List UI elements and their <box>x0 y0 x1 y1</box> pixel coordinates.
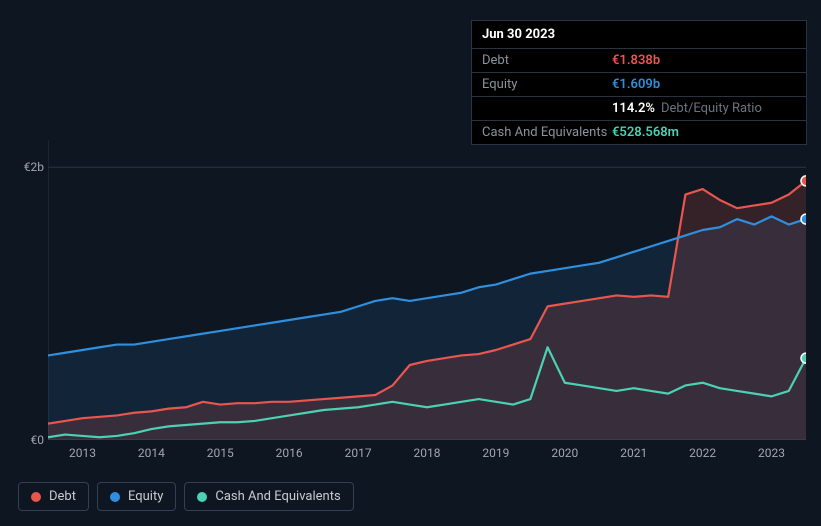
tooltip-date: Jun 30 2023 <box>472 21 806 49</box>
tooltip-label-cash: Cash And Equivalents <box>482 125 612 140</box>
tooltip-label-equity: Equity <box>482 77 612 92</box>
legend-label-equity: Equity <box>128 489 163 504</box>
tooltip-label-ratio <box>482 101 612 116</box>
x-tick-label: 2022 <box>689 446 716 460</box>
tooltip-row-debt: Debt €1.838b <box>472 49 806 73</box>
tooltip-row-cash: Cash And Equivalents €528.568m <box>472 121 806 144</box>
x-tick-label: 2014 <box>138 446 165 460</box>
plot-area[interactable] <box>48 140 806 440</box>
y-tick-label: €0 <box>31 433 45 447</box>
y-axis: €0€2b <box>18 140 48 440</box>
x-tick-label: 2019 <box>482 446 509 460</box>
tooltip-value-cash: €528.568m <box>612 125 679 140</box>
tooltip-value-equity: €1.609b <box>612 77 660 92</box>
tooltip-value-debt: €1.838b <box>612 53 660 68</box>
tooltip-row-equity: Equity €1.609b <box>472 73 806 97</box>
x-tick-label: 2021 <box>620 446 647 460</box>
legend: Debt Equity Cash And Equivalents <box>18 482 354 511</box>
tooltip-value-ratio: 114.2%Debt/Equity Ratio <box>612 101 762 116</box>
legend-item-debt[interactable]: Debt <box>18 482 89 511</box>
legend-dot-cash <box>197 492 207 502</box>
chart-container: Jun 30 2023 Debt €1.838b Equity €1.609b … <box>0 0 821 526</box>
x-tick-label: 2017 <box>345 446 372 460</box>
legend-item-cash[interactable]: Cash And Equivalents <box>184 482 353 511</box>
legend-dot-debt <box>31 492 41 502</box>
x-tick-label: 2020 <box>551 446 578 460</box>
legend-item-equity[interactable]: Equity <box>97 482 176 511</box>
tooltip-row-ratio: 114.2%Debt/Equity Ratio <box>472 97 806 121</box>
legend-label-cash: Cash And Equivalents <box>215 489 340 504</box>
x-tick-label: 2023 <box>758 446 785 460</box>
x-tick-label: 2013 <box>69 446 96 460</box>
x-axis: 2013 2014 2015 2016 2017 2018 2019 2020 2021 2022… <box>48 446 806 466</box>
chart-area: €0€2b <box>18 140 806 440</box>
x-tick-label: 2016 <box>276 446 303 460</box>
chart-svg <box>48 140 806 440</box>
y-tick-label: €2b <box>24 160 44 174</box>
x-tick-label: 2015 <box>207 446 234 460</box>
tooltip-panel: Jun 30 2023 Debt €1.838b Equity €1.609b … <box>471 20 807 145</box>
legend-label-debt: Debt <box>49 489 76 504</box>
legend-dot-equity <box>110 492 120 502</box>
x-tick-label: 2018 <box>414 446 441 460</box>
tooltip-label-debt: Debt <box>482 53 612 68</box>
